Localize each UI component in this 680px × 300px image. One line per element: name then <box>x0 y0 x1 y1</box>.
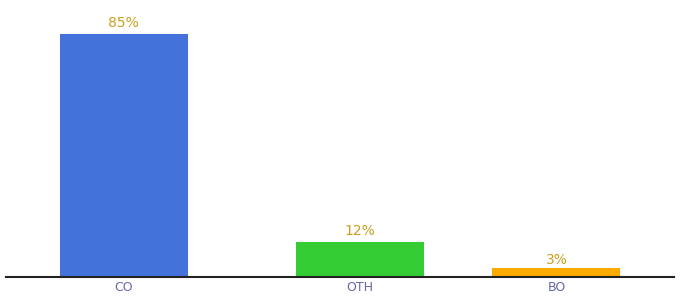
Text: 3%: 3% <box>545 253 567 267</box>
Bar <box>492 268 620 277</box>
Text: 12%: 12% <box>344 224 375 238</box>
Bar <box>296 242 424 277</box>
Bar <box>60 34 188 277</box>
Text: 85%: 85% <box>108 16 139 30</box>
